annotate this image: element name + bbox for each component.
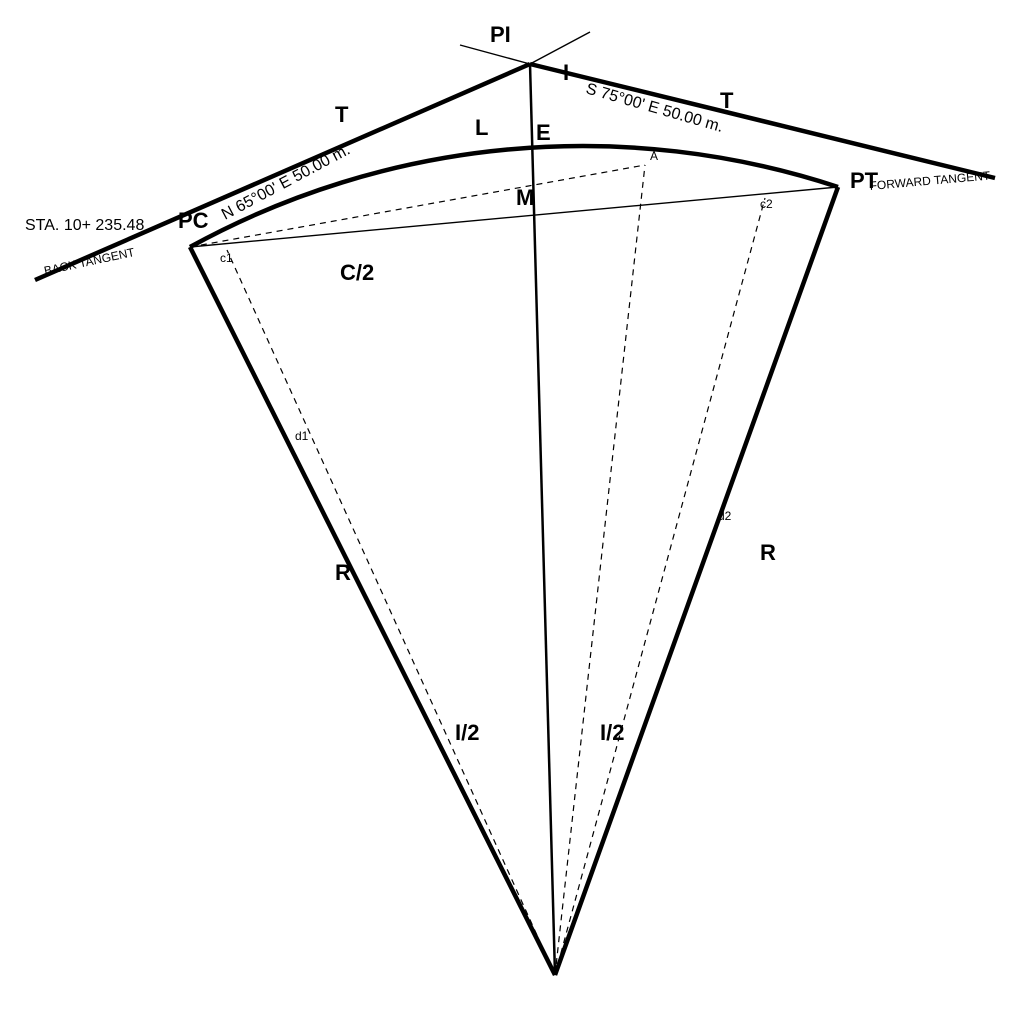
label-d1: d1 — [295, 429, 309, 443]
label-back-tangent: BACK TANGENT — [43, 245, 137, 278]
label-i-half-2: I/2 — [600, 720, 624, 745]
label-t1: T — [335, 102, 349, 127]
center-to-c2 — [555, 198, 765, 975]
label-r2: R — [760, 540, 776, 565]
label-bearing-back: N 65°00' E 50.00 m. — [219, 141, 353, 223]
back-tangent-cross-ext — [530, 32, 590, 64]
forward-tangent-cross-ext — [460, 45, 530, 64]
long-chord — [190, 187, 838, 247]
label-i-half-1: I/2 — [455, 720, 479, 745]
radius-left — [190, 247, 555, 975]
label-i: I — [563, 60, 569, 85]
label-t2: T — [720, 88, 734, 113]
label-e: E — [536, 120, 551, 145]
label-r1: R — [335, 560, 351, 585]
label-pc: PC — [178, 208, 209, 233]
label-d2: d2 — [718, 509, 732, 523]
label-station: STA. 10+ 235.48 — [25, 217, 144, 234]
center-to-c1 — [227, 250, 555, 975]
back-tangent-line — [35, 64, 530, 280]
label-forward-tangent: FORWARD TANGENT — [869, 168, 991, 193]
label-c2: c2 — [760, 197, 773, 211]
label-a: A — [650, 149, 658, 163]
label-l: L — [475, 115, 488, 140]
label-c1: c1 — [220, 251, 233, 265]
label-c-half: C/2 — [340, 260, 374, 285]
radius-right — [555, 187, 838, 975]
forward-tangent-line — [530, 64, 995, 178]
label-m: M — [516, 185, 534, 210]
label-pi: PI — [490, 22, 511, 47]
